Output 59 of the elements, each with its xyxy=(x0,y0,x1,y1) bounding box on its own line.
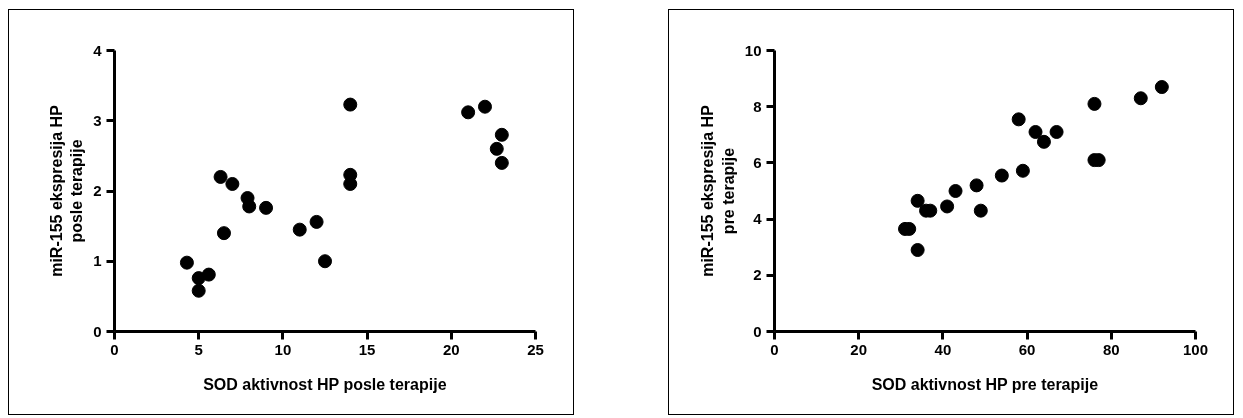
point xyxy=(1028,125,1043,139)
x-tick-label: 20 xyxy=(442,340,460,358)
point xyxy=(225,176,240,191)
point xyxy=(1154,80,1169,95)
point xyxy=(216,226,231,241)
point xyxy=(242,199,257,214)
point xyxy=(318,254,332,269)
point xyxy=(1015,163,1030,178)
x-tick-label: 100 xyxy=(1182,340,1209,358)
point xyxy=(213,169,228,184)
point xyxy=(969,178,984,193)
x-tick-label: 20 xyxy=(850,340,868,358)
y-tick-label: 0 xyxy=(93,322,102,340)
point xyxy=(259,200,274,215)
point xyxy=(494,127,509,142)
y-tick-label: 8 xyxy=(753,97,762,115)
y-tick-label: 1 xyxy=(93,252,102,270)
x-tick-label: 40 xyxy=(934,340,952,358)
point xyxy=(494,155,509,170)
point xyxy=(191,283,206,298)
y-tick-label: 4 xyxy=(753,210,763,228)
point xyxy=(973,203,988,218)
point xyxy=(201,267,216,282)
x-tick-label: 25 xyxy=(527,340,544,358)
point xyxy=(1011,112,1026,127)
point xyxy=(309,214,324,229)
point xyxy=(343,97,358,112)
x-tick-label: 80 xyxy=(1102,340,1120,358)
y-tick-label: 2 xyxy=(753,266,762,284)
x-tick-label: 15 xyxy=(358,340,376,358)
x-axis-title: SOD aktivnost HP posle terapije xyxy=(203,375,447,393)
y-axis-title: miR-155 ekspresija HP posle terapije xyxy=(47,104,86,277)
x-axis-title: SOD aktivnost HP pre terapije xyxy=(871,375,1099,393)
x-tick-label: 5 xyxy=(194,340,203,358)
point xyxy=(489,141,504,156)
y-tick-label: 10 xyxy=(744,41,762,59)
point xyxy=(1133,91,1148,106)
point xyxy=(1049,125,1064,139)
point xyxy=(910,193,925,208)
x-tick-label: 10 xyxy=(274,340,292,358)
x-tick-label: 0 xyxy=(110,340,119,358)
y-tick-label: 6 xyxy=(753,153,762,171)
point xyxy=(994,168,1009,183)
point xyxy=(1036,134,1051,149)
y-tick-label: 3 xyxy=(93,111,102,129)
point xyxy=(292,222,307,237)
y-tick-label: 2 xyxy=(93,182,102,199)
x-tick-label: 60 xyxy=(1018,340,1036,358)
point xyxy=(179,255,194,270)
y-axis-title: miR-155 ekspresija HP pre terapije xyxy=(699,104,737,277)
point xyxy=(477,99,492,114)
point xyxy=(461,105,476,120)
y-tick-label: 0 xyxy=(753,322,762,340)
point xyxy=(910,243,925,257)
point xyxy=(1087,96,1102,111)
y-tick-label: 4 xyxy=(93,41,103,59)
point xyxy=(940,199,955,214)
x-tick-label: 0 xyxy=(770,340,779,358)
point xyxy=(948,184,963,198)
